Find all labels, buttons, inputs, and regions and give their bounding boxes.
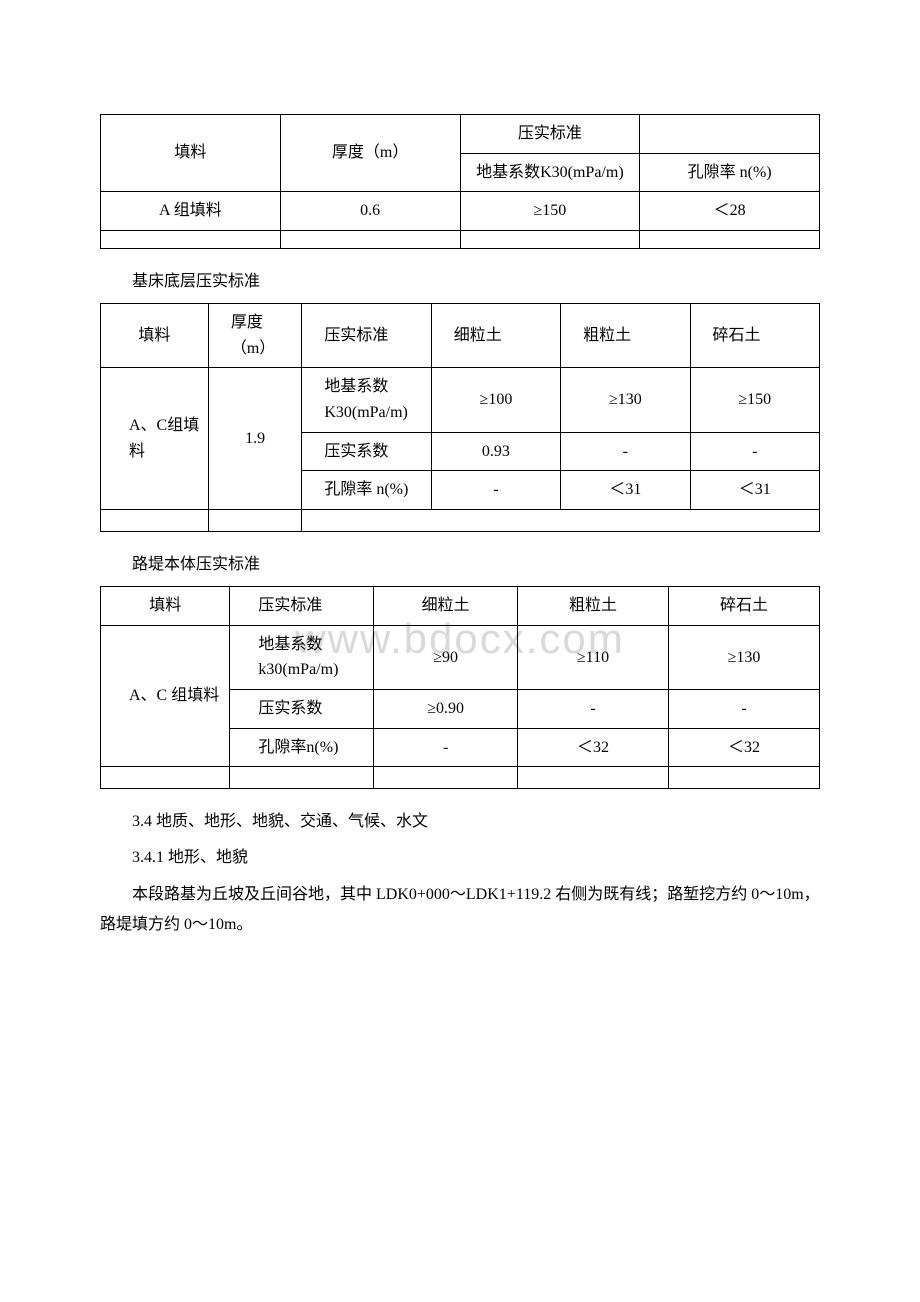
t1-hdr-thickness: 厚度（m） — [280, 115, 460, 192]
t1-empty-row — [101, 230, 820, 248]
t3-r1-label: 地基系数k30(mPa/m) — [230, 625, 374, 689]
t3-hdr-compaction: 压实标准 — [230, 587, 374, 626]
t3-r3-coarse: ＜32 — [518, 728, 669, 767]
t2-r2-fine: 0.93 — [431, 432, 560, 471]
t2-empty-row — [101, 509, 820, 531]
t1-filler: A 组填料 — [101, 192, 281, 231]
table-bed-bottom: 填料 厚度（m） 压实标准 细粒土 粗粒土 碎石土 A、C组填料 1.9 地基系… — [100, 303, 820, 532]
t3-filler: A、C 组填料 — [101, 625, 230, 766]
t3-hdr-coarse: 粗粒土 — [518, 587, 669, 626]
t3-r3-fine: - — [374, 728, 518, 767]
t1-hdr-compaction: 压实标准 — [460, 115, 640, 154]
t3-r1-coarse: ≥110 — [518, 625, 669, 689]
section-3-4-1-heading: 3.4.1 地形、地貌 — [100, 843, 820, 873]
t2-r3-coarse: ＜31 — [561, 471, 690, 510]
t3-r1-gravel: ≥130 — [668, 625, 819, 689]
t2-thickness: 1.9 — [208, 368, 301, 509]
t1-porosity: ＜28 — [640, 192, 820, 231]
section-3-4-heading: 3.4 地质、地形、地貌、交通、气候、水文 — [100, 807, 820, 837]
t2-r1-coarse: ≥130 — [561, 368, 690, 432]
t2-r1-label: 地基系数K30(mPa/m) — [302, 368, 431, 432]
t2-hdr-fine: 细粒土 — [431, 304, 560, 368]
t3-r1-fine: ≥90 — [374, 625, 518, 689]
t2-r1-gravel: ≥150 — [690, 368, 819, 432]
t2-filler: A、C组填料 — [101, 368, 209, 509]
t2-r3-gravel: ＜31 — [690, 471, 819, 510]
table-embankment: 填料 压实标准 细粒土 粗粒土 碎石土 A、C 组填料 地基系数k30(mPa/… — [100, 586, 820, 789]
t2-hdr-thickness: 厚度（m） — [208, 304, 301, 368]
caption-bed-bottom: 基床底层压实标准 — [100, 267, 820, 297]
t2-r3-label: 孔隙率 n(%) — [302, 471, 431, 510]
t1-hdr-filler: 填料 — [101, 115, 281, 192]
t2-r3-fine: - — [431, 471, 560, 510]
caption-embankment: 路堤本体压实标准 — [100, 550, 820, 580]
t3-r2-fine: ≥0.90 — [374, 689, 518, 728]
t2-hdr-gravel: 碎石土 — [690, 304, 819, 368]
t2-r2-label: 压实系数 — [302, 432, 431, 471]
t3-r2-gravel: - — [668, 689, 819, 728]
t2-hdr-compaction: 压实标准 — [302, 304, 431, 368]
table-surface-layer: 填料 厚度（m） 压实标准 地基系数K30(mPa/m) 孔隙率 n(%) A … — [100, 114, 820, 249]
paragraph-terrain: 本段路基为丘坡及丘间谷地，其中 LDK0+000～LDK1+119.2 右侧为既… — [100, 880, 820, 941]
t2-r2-coarse: - — [561, 432, 690, 471]
t3-r2-coarse: - — [518, 689, 669, 728]
t1-hdr-blank — [640, 115, 820, 154]
t1-hdr-porosity: 孔隙率 n(%) — [640, 153, 820, 192]
t3-hdr-gravel: 碎石土 — [668, 587, 819, 626]
t2-hdr-coarse: 粗粒土 — [561, 304, 690, 368]
t3-r3-gravel: ＜32 — [668, 728, 819, 767]
t2-hdr-filler: 填料 — [101, 304, 209, 368]
t3-hdr-fine: 细粒土 — [374, 587, 518, 626]
t3-r2-label: 压实系数 — [230, 689, 374, 728]
t3-r3-label: 孔隙率n(%) — [230, 728, 374, 767]
t1-thickness: 0.6 — [280, 192, 460, 231]
t3-empty-row — [101, 767, 820, 789]
t3-hdr-filler: 填料 — [101, 587, 230, 626]
t2-r2-gravel: - — [690, 432, 819, 471]
t2-r1-fine: ≥100 — [431, 368, 560, 432]
t1-hdr-k30: 地基系数K30(mPa/m) — [460, 153, 640, 192]
t1-k30: ≥150 — [460, 192, 640, 231]
